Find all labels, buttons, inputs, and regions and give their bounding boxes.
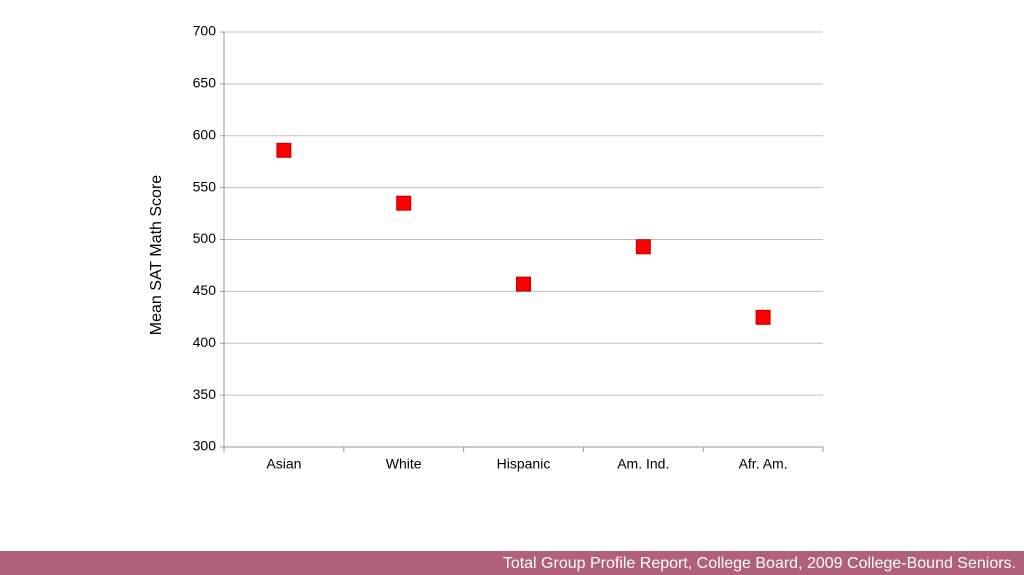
y-tick-label: 450	[193, 282, 217, 298]
source-note: Total Group Profile Report, College Boar…	[503, 555, 1016, 572]
x-tick-label: White	[386, 456, 422, 472]
y-tick-label: 650	[193, 75, 217, 91]
y-axis-label: Mean SAT Math Score	[148, 175, 165, 335]
x-tick-label: Afr. Am.	[739, 456, 788, 472]
x-tick-label: Am. Ind.	[617, 456, 669, 472]
y-tick-label: 700	[193, 23, 217, 39]
x-tick-label: Hispanic	[497, 456, 551, 472]
y-tick-label: 300	[193, 438, 217, 454]
marker	[755, 309, 771, 325]
marker	[276, 142, 292, 158]
marker	[635, 239, 651, 255]
marker	[516, 276, 531, 292]
x-tick-label: Asian	[266, 456, 301, 472]
y-tick-label: 400	[193, 334, 217, 350]
y-tick-label: 500	[193, 230, 217, 246]
y-tick-label: 350	[193, 386, 217, 402]
y-tick-label: 550	[193, 178, 217, 194]
footer-bar	[0, 551, 1024, 575]
y-tick-label: 600	[193, 126, 217, 142]
marker	[396, 195, 412, 211]
